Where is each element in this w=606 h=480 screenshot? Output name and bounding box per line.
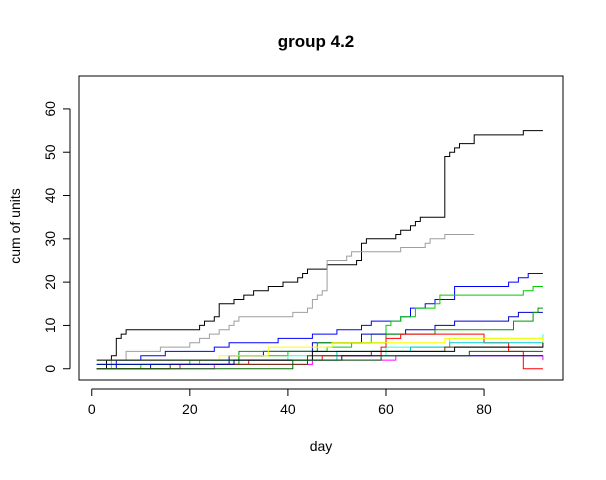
y-tick-label: 40 — [42, 188, 58, 204]
series-line-10 — [96, 337, 544, 361]
x-axis: 0 20 40 60 80 — [88, 388, 492, 417]
x-axis-label: day — [310, 438, 333, 454]
chart-title: group 4.2 — [278, 32, 355, 51]
y-tick-label: 60 — [42, 101, 58, 117]
series-line-5 — [96, 311, 543, 370]
series-line-11 — [96, 355, 544, 370]
y-axis-label: cum of units — [7, 188, 23, 263]
y-tick-label: 10 — [42, 317, 58, 333]
x-tick-label: 40 — [280, 401, 296, 417]
x-tick-label: 60 — [378, 401, 394, 417]
series-line-12 — [96, 346, 543, 370]
y-axis: 0 10 20 30 40 50 60 — [42, 101, 71, 373]
series-line-3 — [96, 273, 543, 370]
series-line-4 — [96, 286, 543, 370]
y-tick-label: 0 — [42, 365, 58, 373]
plot-frame — [78, 75, 564, 381]
series-line-15 — [96, 350, 543, 370]
series-layer — [96, 130, 544, 370]
x-tick-label: 20 — [182, 401, 198, 417]
series-line-8 — [96, 333, 543, 370]
y-tick-label: 20 — [42, 274, 58, 290]
x-tick-label: 0 — [88, 401, 96, 417]
y-tick-label: 30 — [42, 231, 58, 247]
series-line-6 — [96, 307, 543, 365]
series-line-2 — [96, 234, 475, 370]
series-line-14 — [96, 342, 544, 361]
x-tick-label: 80 — [476, 401, 492, 417]
y-tick-label: 50 — [42, 144, 58, 160]
series-line-1 — [96, 130, 543, 370]
